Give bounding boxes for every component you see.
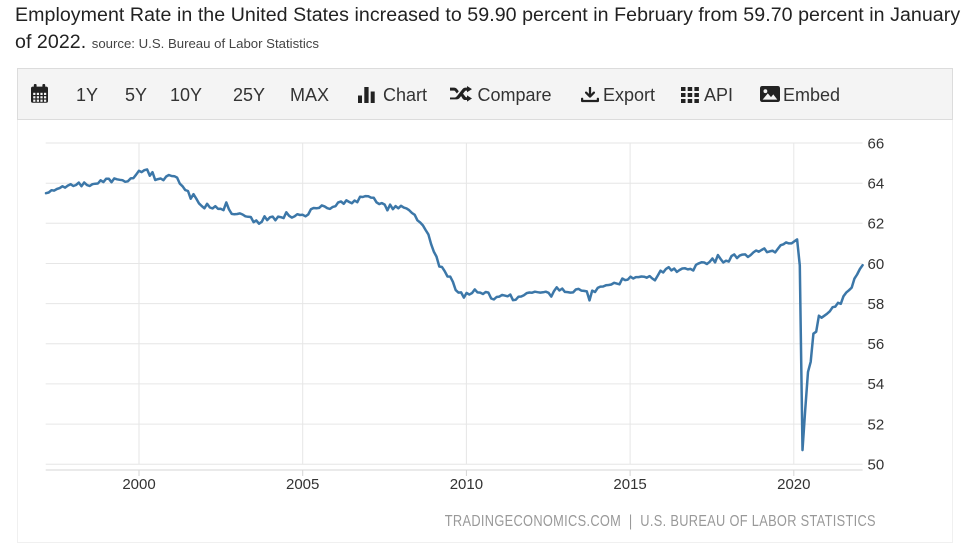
svg-text:58: 58 xyxy=(868,296,885,313)
svg-text:56: 56 xyxy=(868,336,885,353)
svg-text:2005: 2005 xyxy=(286,476,319,493)
svg-text:52: 52 xyxy=(868,416,885,433)
svg-text:64: 64 xyxy=(868,176,885,193)
svg-text:66: 66 xyxy=(868,135,885,152)
svg-text:2015: 2015 xyxy=(613,476,646,493)
svg-text:54: 54 xyxy=(868,376,885,393)
svg-text:50: 50 xyxy=(868,457,885,474)
svg-text:2010: 2010 xyxy=(450,476,483,493)
svg-text:2000: 2000 xyxy=(122,476,155,493)
svg-text:62: 62 xyxy=(868,216,885,233)
svg-text:2020: 2020 xyxy=(777,476,810,493)
svg-text:60: 60 xyxy=(868,256,885,273)
